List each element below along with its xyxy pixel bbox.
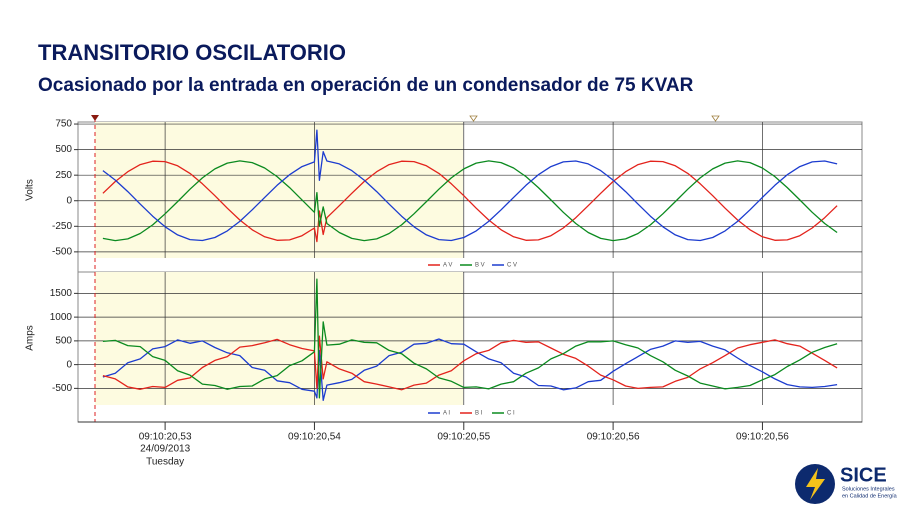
series-line [102, 160, 838, 242]
y-axis-title: Volts [25, 179, 36, 201]
legend-label: B I [475, 411, 483, 417]
y-tick-label: 0 [66, 195, 72, 206]
x-tick-label: 09:10:20,54 [288, 432, 341, 443]
x-tick-label: 09:10:20,55 [437, 432, 490, 443]
y-tick-label: -250 [52, 221, 72, 232]
x-tick-label: 09:10:20,56 [587, 432, 640, 443]
series-line [102, 335, 838, 391]
plot-layer: -500 -250 0 250 500 750 Volts A V B V C V -500 0 500… [25, 119, 862, 468]
y-tick-label: 1500 [50, 288, 73, 299]
logo-bolt [806, 468, 825, 500]
y-tick-label: 250 [55, 170, 72, 181]
page-subtitle: Ocasionado por la entrada en operación d… [38, 75, 694, 96]
y-tick-label: -500 [52, 383, 72, 394]
logo-tagline: en Calidad de Energía [842, 493, 898, 499]
page-title: TRANSITORIO OSCILATORIO [38, 40, 346, 65]
y-tick-label: -500 [52, 247, 72, 258]
y-tick-label: 500 [55, 336, 72, 347]
selection-band [95, 122, 463, 258]
x-day-label: Tuesday [146, 457, 184, 468]
cursor-marker [711, 115, 720, 122]
logo-tagline: Soluciones Integrales [842, 486, 895, 492]
cursor-marker [91, 115, 99, 121]
y-tick-label: 750 [55, 119, 72, 130]
y-tick-label: 1000 [50, 312, 73, 323]
legend-label: A V [443, 263, 452, 269]
y-axis-title: Amps [25, 325, 36, 351]
y-tick-label: 500 [55, 144, 72, 155]
selection-band [95, 272, 463, 405]
y-tick-label: 0 [66, 359, 72, 370]
legend-label: B V [475, 263, 485, 269]
x-tick-label: 09:10:20,56 [736, 432, 789, 443]
legend-label: C V [507, 263, 517, 269]
legend-label: C I [507, 411, 515, 417]
legend-label: A I [443, 411, 450, 417]
x-tick-label: 09:10:20,53 [139, 432, 192, 443]
series-line [102, 160, 838, 243]
cursor-marker [469, 115, 478, 122]
series-line [102, 278, 838, 399]
series-line [102, 129, 838, 242]
logo-name: SICE [840, 464, 887, 486]
x-date-label: 24/09/2013 [140, 444, 190, 455]
